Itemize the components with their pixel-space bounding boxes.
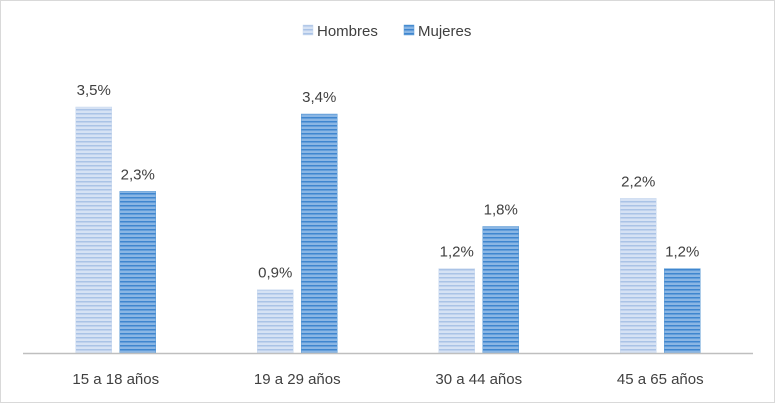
x-tick-label-2: 30 a 44 años xyxy=(435,371,522,388)
data-label-hombres-3: 2,2% xyxy=(621,173,655,190)
data-label-hombres-1: 0,9% xyxy=(258,265,292,282)
bar-hombres-1 xyxy=(257,289,294,354)
bar-hombres-3 xyxy=(620,198,657,354)
x-tick-labels-group: 15 a 18 años 19 a 29 años 30 a 44 años 45 a… xyxy=(72,371,703,388)
bar-mujeres-1 xyxy=(301,113,338,354)
bars-group xyxy=(75,106,701,354)
legend: Hombres Mujeres xyxy=(302,23,471,40)
data-labels-group: 3,5% 2,3% 0,9% 3,4% 1,2% 1,8% 2,2% 1,2% xyxy=(77,82,700,282)
x-tick-label-0: 15 a 18 años xyxy=(72,371,159,388)
legend-swatch-mujeres xyxy=(403,24,415,36)
data-label-mujeres-3: 1,2% xyxy=(665,244,699,261)
data-label-mujeres-2: 1,8% xyxy=(484,201,518,218)
bar-hombres-2 xyxy=(438,268,475,354)
data-label-mujeres-1: 3,4% xyxy=(302,89,336,106)
legend-swatch-hombres xyxy=(302,24,314,36)
legend-label-hombres: Hombres xyxy=(317,23,378,40)
bar-mujeres-2 xyxy=(482,226,519,354)
bar-mujeres-0 xyxy=(119,191,156,354)
x-tick-label-1: 19 a 29 años xyxy=(254,371,341,388)
data-label-hombres-2: 1,2% xyxy=(440,244,474,261)
x-tick-label-3: 45 a 65 años xyxy=(617,371,704,388)
legend-label-mujeres: Mujeres xyxy=(418,23,471,40)
bar-mujeres-3 xyxy=(664,268,701,354)
data-label-hombres-0: 3,5% xyxy=(77,82,111,99)
bar-hombres-0 xyxy=(75,106,112,354)
data-label-mujeres-0: 2,3% xyxy=(121,166,155,183)
